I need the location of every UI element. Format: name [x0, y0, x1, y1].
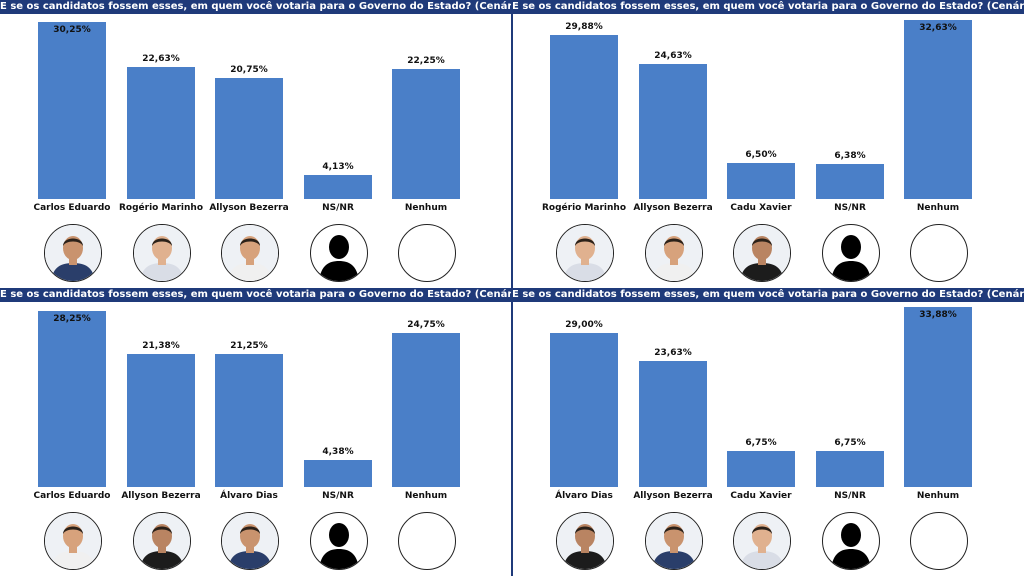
category-label: Allyson Bezerra	[121, 491, 201, 501]
chart-panel-cenario-3: E se os candidatos fossem esses, em quem…	[512, 0, 1024, 288]
panel-divider	[511, 0, 513, 576]
data-label: 30,25%	[53, 25, 91, 35]
photo-icon	[556, 512, 614, 570]
data-label: 28,25%	[53, 314, 91, 324]
category-label: Allyson Bezerra	[209, 203, 289, 213]
category-label: NS/NR	[322, 203, 354, 213]
bar-1	[550, 35, 618, 199]
photo-icon	[733, 224, 791, 282]
photo-icon	[556, 224, 614, 282]
chart-panel-cenario-2: E se os candidatos fossem esses, em quem…	[0, 0, 512, 288]
photo-icon	[645, 512, 703, 570]
chart-panel-cenario-5: E se os candidatos fossem esses, em quem…	[512, 288, 1024, 576]
data-label: 6,38%	[834, 151, 866, 161]
empty-circle-icon	[910, 224, 968, 282]
category-label: Álvaro Dias	[220, 491, 278, 501]
photo-icon	[133, 512, 191, 570]
category-label: NS/NR	[834, 491, 866, 501]
photo-icon	[221, 512, 279, 570]
bar-5	[904, 307, 972, 487]
bar-5	[392, 333, 460, 487]
bar-5	[904, 20, 972, 199]
silhouette-icon	[310, 224, 368, 282]
photo-icon	[44, 512, 102, 570]
category-label: Nenhum	[404, 491, 448, 501]
bar-4	[304, 460, 372, 487]
category-label: Nenhum	[916, 203, 960, 213]
silhouette-icon	[822, 224, 880, 282]
bar-1	[38, 22, 106, 199]
data-label: 24,63%	[654, 51, 692, 61]
bar-2	[127, 354, 195, 487]
bar-3	[727, 451, 795, 487]
bar-3	[215, 78, 283, 199]
category-label: Cadu Xavier	[730, 203, 792, 213]
bar-3	[215, 354, 283, 487]
bar-5	[392, 69, 460, 199]
chart-title: E se os candidatos fossem esses, em quem…	[512, 0, 1024, 14]
silhouette-icon	[822, 512, 880, 570]
empty-circle-icon	[398, 512, 456, 570]
chart-title: E se os candidatos fossem esses, em quem…	[0, 288, 512, 302]
data-label: 29,88%	[565, 22, 603, 32]
data-label: 6,75%	[745, 438, 777, 448]
bar-4	[816, 164, 884, 199]
bar-2	[639, 361, 707, 487]
bar-4	[304, 175, 372, 199]
category-label: Nenhum	[916, 491, 960, 501]
bar-4	[816, 451, 884, 487]
bar-2	[639, 64, 707, 199]
category-label: Allyson Bezerra	[633, 491, 713, 501]
bar-1	[550, 333, 618, 487]
data-label: 4,38%	[322, 447, 354, 457]
chart-title: E se os candidatos fossem esses, em quem…	[0, 0, 512, 14]
data-label: 29,00%	[565, 320, 603, 330]
data-label: 21,25%	[230, 341, 268, 351]
category-label: NS/NR	[322, 491, 354, 501]
category-label: Carlos Eduardo	[33, 491, 111, 501]
empty-circle-icon	[398, 224, 456, 282]
photo-icon	[733, 512, 791, 570]
data-label: 20,75%	[230, 65, 268, 75]
bar-1	[38, 311, 106, 487]
category-label: Cadu Xavier	[730, 491, 792, 501]
photo-icon	[133, 224, 191, 282]
category-label: Rogério Marinho	[118, 203, 204, 213]
category-label: NS/NR	[834, 203, 866, 213]
chart-title: E se os candidatos fossem esses, em quem…	[512, 288, 1024, 302]
data-label: 22,25%	[407, 56, 445, 66]
data-label: 21,38%	[142, 341, 180, 351]
bar-2	[127, 67, 195, 199]
photo-icon	[44, 224, 102, 282]
data-label: 24,75%	[407, 320, 445, 330]
photo-icon	[221, 224, 279, 282]
data-label: 22,63%	[142, 54, 180, 64]
empty-circle-icon	[910, 512, 968, 570]
category-label: Allyson Bezerra	[633, 203, 713, 213]
data-label: 33,88%	[919, 310, 957, 320]
bar-3	[727, 163, 795, 199]
silhouette-icon	[310, 512, 368, 570]
data-label: 6,75%	[834, 438, 866, 448]
data-label: 23,63%	[654, 348, 692, 358]
category-label: Carlos Eduardo	[33, 203, 111, 213]
category-label: Álvaro Dias	[555, 491, 613, 501]
data-label: 6,50%	[745, 150, 777, 160]
data-label: 32,63%	[919, 23, 957, 33]
photo-icon	[645, 224, 703, 282]
category-label: Rogério Marinho	[541, 203, 627, 213]
data-label: 4,13%	[322, 162, 354, 172]
category-label: Nenhum	[404, 203, 448, 213]
chart-panel-cenario-4: E se os candidatos fossem esses, em quem…	[0, 288, 512, 576]
